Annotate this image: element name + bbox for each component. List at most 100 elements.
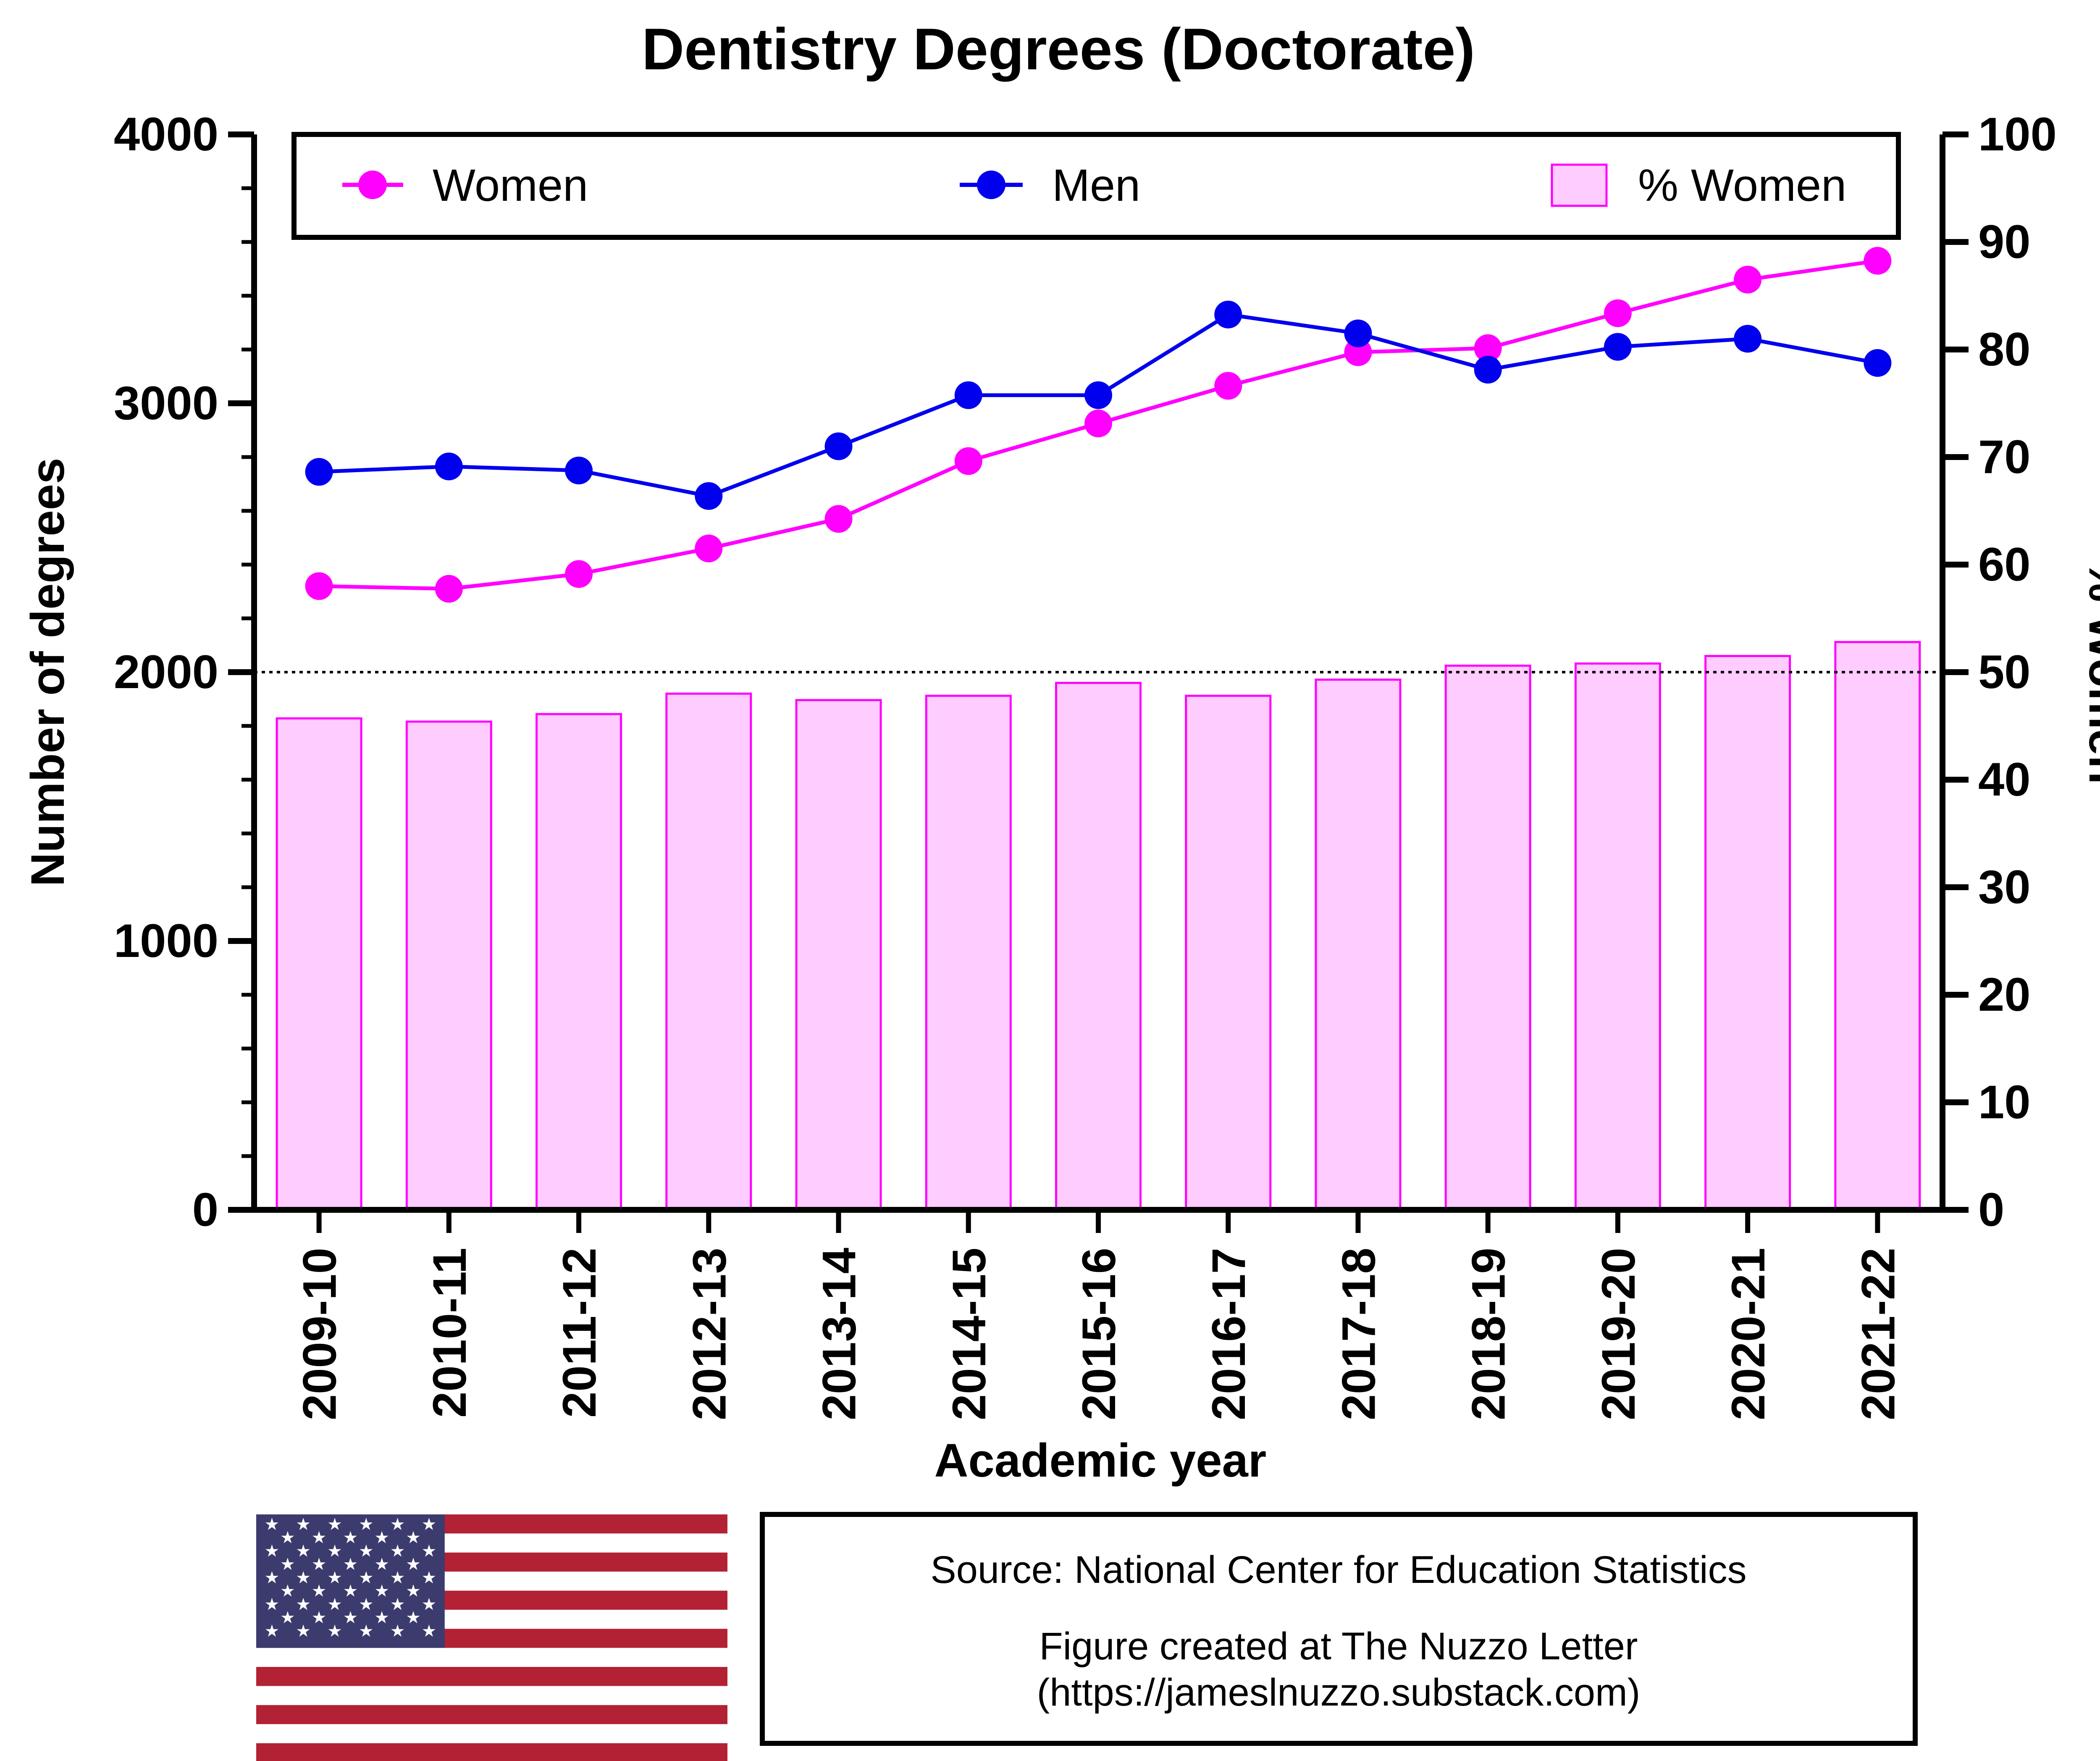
point-men-2013-14: [824, 432, 853, 460]
x-axis-label: Academic year: [934, 1434, 1267, 1487]
y-tick-label-left: 2000: [114, 646, 218, 698]
point-men-2017-18: [1344, 319, 1372, 347]
x-tick-label: 2017-18: [1332, 1248, 1385, 1420]
point-women-2011-12: [565, 560, 593, 588]
flag-star: ★: [280, 1529, 295, 1547]
y-tick-label-left: 0: [192, 1183, 218, 1236]
legend-men-marker: [977, 171, 1005, 199]
y-ticks-right: 0 10 20 30 40 50 60 70 80 90 100: [1942, 108, 2057, 1236]
flag-star: ★: [312, 1609, 327, 1627]
y-tick-label-right: 20: [1978, 968, 2031, 1021]
flag-star: ★: [343, 1609, 358, 1627]
flag-star: ★: [327, 1622, 342, 1640]
bar-pct-women-2021-22: [1834, 641, 1921, 1211]
x-tick-label: 2016-17: [1202, 1248, 1255, 1420]
y-tick-label-right: 100: [1978, 108, 2057, 160]
bar-pct-women-2010-11: [405, 720, 492, 1211]
point-men-2009-10: [305, 458, 333, 486]
legend-box: [291, 132, 1901, 240]
point-women-2013-14: [824, 505, 853, 533]
flag-star: ★: [312, 1555, 327, 1574]
point-men-2016-17: [1214, 300, 1242, 329]
bar-pct-women-2014-15: [925, 694, 1012, 1211]
y-axis-label: Number of degrees: [21, 458, 74, 887]
flag-star: ★: [264, 1515, 279, 1534]
flag-star: ★: [280, 1555, 295, 1574]
source-box-frame: [760, 1512, 1918, 1746]
flag-stripe: [256, 1743, 727, 1761]
bar-pct-women-2013-14: [795, 699, 882, 1211]
x-tick-label: 2013-14: [813, 1248, 866, 1420]
point-women-2016-17: [1214, 372, 1242, 400]
x-tick-label: 2015-16: [1073, 1248, 1125, 1420]
flag-star: ★: [374, 1582, 389, 1601]
x-tick-label: 2010-11: [423, 1248, 476, 1418]
y-tick-label-left: 1000: [114, 915, 218, 967]
y-tick-label-right: 60: [1978, 538, 2031, 591]
flag-star: ★: [264, 1569, 279, 1587]
y-tick-label-right: 80: [1978, 323, 2031, 376]
y-tick-label-right: 30: [1978, 861, 2031, 913]
flag-star: ★: [374, 1609, 389, 1627]
flag-star: ★: [264, 1542, 279, 1560]
lines-group: [305, 247, 1892, 603]
point-men-2021-22: [1864, 349, 1892, 377]
flag-star: ★: [421, 1542, 436, 1560]
flag-star: ★: [327, 1569, 342, 1587]
legend-pct-swatch: [1551, 163, 1608, 207]
flag-star: ★: [296, 1622, 311, 1640]
url-line: (https://jameslnuzzo.substack.com): [1037, 1671, 1641, 1714]
point-men-2015-16: [1084, 381, 1112, 409]
flag-star: ★: [327, 1595, 342, 1614]
x-tick-label: 2009-10: [294, 1248, 346, 1420]
y-tick-label-right: 40: [1978, 753, 2031, 806]
y-tick-label-right: 70: [1978, 431, 2031, 483]
legend-men-label: Men: [1052, 160, 1140, 210]
flag-star: ★: [296, 1569, 311, 1587]
y-tick-label-right: 50: [1978, 646, 2031, 698]
x-tick-label: 2012-13: [683, 1248, 735, 1420]
bar-pct-women-2016-17: [1185, 694, 1272, 1211]
point-women-2018-19: [1474, 334, 1502, 362]
flag-star: ★: [359, 1595, 374, 1614]
flag-star: ★: [421, 1569, 436, 1587]
flag-star: ★: [343, 1582, 358, 1601]
point-women-2019-20: [1604, 299, 1632, 327]
flag-star: ★: [343, 1555, 358, 1574]
bar-pct-women-2020-21: [1704, 655, 1791, 1211]
flag-star: ★: [359, 1569, 374, 1587]
flag-star: ★: [327, 1515, 342, 1534]
y-ticks-left: 0 1000 2000 3000 4000: [114, 108, 254, 1236]
flag-star: ★: [359, 1542, 374, 1560]
flag-star: ★: [359, 1515, 374, 1534]
legend: Women Men % Women: [291, 132, 1901, 240]
point-men-2018-19: [1474, 356, 1502, 384]
flag-stripe: [256, 1705, 727, 1724]
chart-title: Dentistry Degrees (Doctorate): [642, 16, 1475, 82]
flag-star: ★: [390, 1569, 405, 1587]
flag-star: ★: [296, 1515, 311, 1534]
flag-canton: [256, 1514, 445, 1648]
flag-star: ★: [374, 1555, 389, 1574]
x-tick-label: 2018-19: [1462, 1248, 1515, 1420]
x-tick-label: 2021-22: [1852, 1248, 1904, 1420]
bar-pct-women-2018-19: [1444, 665, 1531, 1211]
y-tick-label-right: 90: [1978, 216, 2031, 268]
flag-star: ★: [280, 1609, 295, 1627]
y-tick-label-left: 3000: [114, 377, 218, 429]
flag-star: ★: [312, 1529, 327, 1547]
flag-star: ★: [296, 1595, 311, 1614]
bar-pct-women-2011-12: [536, 713, 622, 1211]
flag-star: ★: [390, 1515, 405, 1534]
bar-pct-women-2019-20: [1574, 662, 1661, 1211]
flag-star: ★: [374, 1529, 389, 1547]
bar-pct-women-2015-16: [1055, 682, 1142, 1211]
point-men-2011-12: [565, 457, 593, 484]
us-flag-icon: ★ ★ ★ ★ ★ ★★ ★ ★ ★ ★★ ★ ★ ★ ★ ★★ ★ ★ ★ ★★ ★ ★ ★ ★ ★★ ★ ★ ★ ★★ ★ ★ ★ ★ ★★…: [256, 1514, 727, 1761]
flag-star: ★: [264, 1622, 279, 1640]
legend-pct-label: % Women: [1638, 160, 1846, 210]
point-women-2014-15: [954, 447, 982, 475]
flag-stripe: [256, 1667, 727, 1686]
bars-group: [276, 641, 1921, 1211]
